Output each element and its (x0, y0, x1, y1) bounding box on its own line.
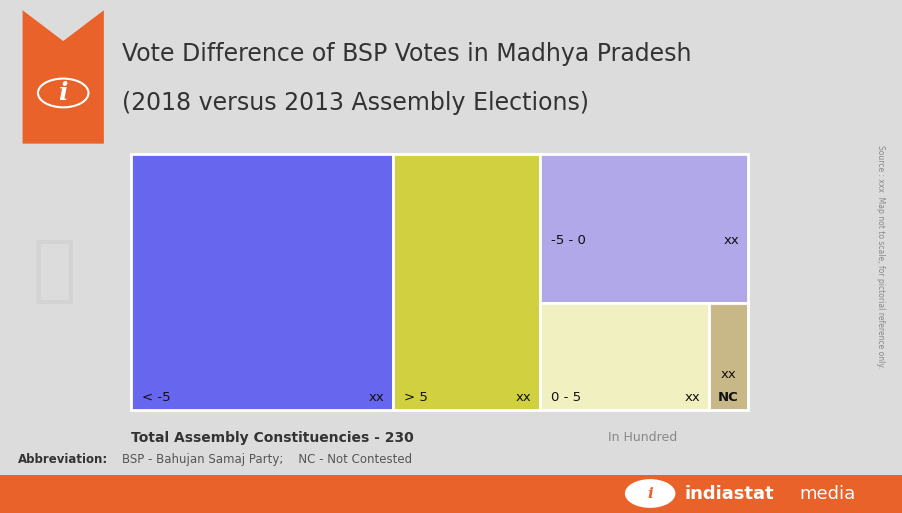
Text: Abbreviation:: Abbreviation: (18, 452, 108, 466)
Text: xx: xx (720, 368, 735, 381)
Text: indiastatmedia.com: indiastatmedia.com (295, 258, 571, 286)
Bar (708, 303, 747, 410)
Text: indiastat: indiastat (684, 484, 773, 503)
Text: Total Assembly Constituencies - 230: Total Assembly Constituencies - 230 (131, 431, 413, 445)
Text: -5 - 0: -5 - 0 (550, 234, 585, 247)
Text: BSP - Bahujan Samaj Party;    NC - Not Contested: BSP - Bahujan Samaj Party; NC - Not Cont… (122, 452, 411, 466)
Text: i: i (59, 81, 68, 105)
Text: xx: xx (515, 391, 530, 404)
Text: ⓘ: ⓘ (32, 238, 76, 306)
Text: NC: NC (717, 391, 738, 404)
Text: i: i (647, 486, 652, 501)
Text: xx: xx (368, 391, 384, 404)
Text: In Hundred: In Hundred (608, 431, 676, 444)
Text: > 5: > 5 (404, 391, 428, 404)
Bar (539, 303, 708, 410)
Text: < -5: < -5 (142, 391, 170, 404)
Text: xx: xx (723, 234, 738, 247)
Text: 0 - 5: 0 - 5 (550, 391, 580, 404)
Text: xx: xx (684, 391, 699, 404)
Text: (2018 versus 2013 Assembly Elections): (2018 versus 2013 Assembly Elections) (122, 91, 588, 114)
Bar (0, 475, 902, 513)
Bar (539, 154, 747, 303)
Polygon shape (23, 10, 104, 144)
Text: Vote Difference of BSP Votes in Madhya Pradesh: Vote Difference of BSP Votes in Madhya P… (122, 42, 691, 66)
Text: media: media (798, 484, 854, 503)
Circle shape (624, 479, 675, 508)
Bar (393, 154, 539, 410)
Bar (131, 154, 393, 410)
Text: Source : xxx  Map not to scale, for pictorial reference only.: Source : xxx Map not to scale, for picto… (875, 145, 884, 368)
